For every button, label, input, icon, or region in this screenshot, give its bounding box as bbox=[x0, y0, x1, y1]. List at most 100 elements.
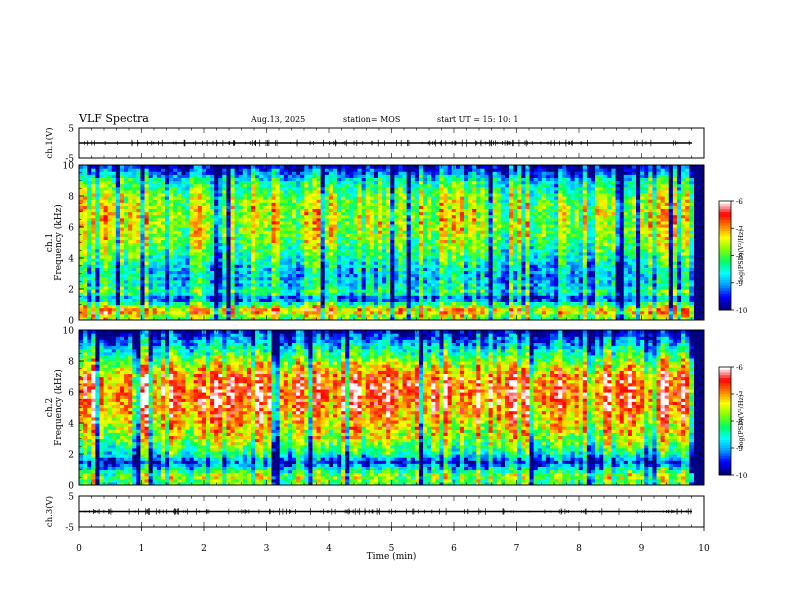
ch1-spectrogram-cell bbox=[238, 233, 244, 237]
ch1-spectrogram-cell bbox=[328, 273, 334, 278]
ch1-spectrogram-cell bbox=[140, 174, 146, 178]
ch1-spectrogram-cell bbox=[128, 223, 133, 228]
ch1-spectrogram-cell bbox=[394, 168, 400, 172]
ch1-spectrogram-cell bbox=[99, 192, 105, 197]
ch1-spectrogram-cell bbox=[275, 236, 281, 240]
ch1-spectrogram-cell bbox=[418, 298, 424, 302]
ch1-spectrogram-cell bbox=[210, 205, 215, 209]
ch1-spectrogram-cell bbox=[439, 189, 445, 194]
ch1-spectrogram-cell bbox=[132, 313, 137, 318]
ch1-spectrogram-cell bbox=[226, 248, 232, 253]
ch1-spectrogram-cell bbox=[402, 205, 408, 209]
ch1-spectrogram-cell bbox=[341, 245, 346, 250]
ch1-spectrogram-cell bbox=[410, 279, 416, 284]
ch1-spectrogram-cell bbox=[291, 307, 297, 312]
ch1-spectrogram-cell bbox=[193, 264, 199, 268]
ch1-spectrogram-cell bbox=[124, 174, 129, 178]
ch1-spectrogram-cell bbox=[205, 316, 211, 320]
ch1-spectrogram-cell bbox=[79, 316, 84, 320]
ch1-spectrogram-cell bbox=[369, 199, 375, 203]
ch1-spectrogram-cell bbox=[279, 295, 285, 299]
ch1-spectrogram-cell bbox=[263, 289, 269, 293]
ch1-spectrogram-cell bbox=[476, 230, 481, 234]
ch1-spectrogram-cell bbox=[87, 239, 92, 244]
ch1-spectrogram-cell bbox=[345, 258, 350, 262]
ch1-spectrogram-cell bbox=[382, 307, 387, 312]
ch1-spectrogram-cell bbox=[226, 189, 232, 194]
ch1-spectrogram-cell bbox=[107, 273, 113, 278]
ch1-spectrogram-cell bbox=[308, 217, 314, 222]
ch1-spectrogram-cell bbox=[242, 189, 248, 194]
ch1-spectrogram-cell bbox=[443, 316, 449, 320]
ch1-spectrogram-cell bbox=[271, 261, 277, 265]
ch1-spectrogram-cell bbox=[353, 298, 359, 302]
ch1-spectrogram-cell bbox=[165, 180, 170, 185]
ch1-spectrogram-cell bbox=[373, 251, 379, 256]
ch1-spectrogram-cell bbox=[447, 273, 453, 278]
ch1-spectrogram-cell bbox=[435, 180, 441, 185]
ch1-spectrogram-cell bbox=[398, 205, 404, 209]
ch1-spectrogram-cell bbox=[201, 254, 207, 259]
ch1-spectrogram-cell bbox=[287, 273, 293, 278]
ch1-spectrogram-cell bbox=[201, 248, 207, 253]
ch1-spectrogram-cell bbox=[431, 205, 436, 209]
ch1-spectrogram-cell bbox=[136, 258, 142, 262]
ch1-spectrogram-cell bbox=[275, 248, 281, 253]
ch1-spectrogram-cell bbox=[341, 313, 346, 318]
ch1-spectrogram-cell bbox=[119, 264, 125, 268]
ch1-spectrogram-cell bbox=[324, 196, 330, 200]
ch1-spectrogram-cell bbox=[320, 307, 326, 312]
ch1-spectrogram-cell bbox=[316, 310, 322, 315]
ch1-spectrogram-cell bbox=[107, 233, 113, 237]
ch1-spectrogram-cell bbox=[267, 171, 273, 175]
ch1-spectrogram-cell bbox=[144, 220, 150, 225]
ch1-spectrogram-cell bbox=[373, 258, 379, 262]
ch1-spectrogram-cell bbox=[111, 298, 117, 302]
ch1-spectrogram-cell bbox=[337, 174, 342, 178]
ch1-spectrogram-cell bbox=[398, 279, 404, 284]
ch1-spectrogram-cell bbox=[119, 168, 125, 172]
ch1-spectrogram-cell bbox=[263, 189, 269, 194]
ch1-spectrogram-cell bbox=[472, 189, 477, 194]
ch1-spectrogram-cell bbox=[242, 304, 248, 309]
ch1-spectrogram-cell bbox=[304, 307, 309, 312]
ch1-spectrogram-cell bbox=[165, 276, 170, 281]
ch1-spectrogram-cell bbox=[83, 177, 88, 182]
ch1-spectrogram-cell bbox=[414, 289, 420, 293]
ch1-spectrogram-cell bbox=[398, 298, 404, 302]
ch1-spectrogram-cell bbox=[431, 220, 436, 225]
ch1-spectrogram-cell bbox=[189, 177, 195, 182]
ch1-spectrogram-cell bbox=[83, 180, 88, 185]
ch1-spectrogram-cell bbox=[361, 165, 367, 169]
ch1-spectrogram-cell bbox=[410, 307, 416, 312]
ch1-spectrogram-cell bbox=[242, 245, 248, 250]
ch1-spectrogram-cell bbox=[263, 192, 269, 197]
ch1-spectrogram-cell bbox=[304, 233, 309, 237]
ch1-spectrogram-cell bbox=[472, 289, 477, 293]
ch1-spectrogram-cell bbox=[312, 301, 318, 306]
ch1-spectrogram-cell bbox=[185, 282, 191, 287]
ch1-spectrogram-cell bbox=[361, 208, 367, 213]
ch1-spectrogram-cell bbox=[205, 254, 211, 259]
ch1-spectrogram-cell bbox=[394, 298, 400, 302]
ch1-spectrogram-cell bbox=[214, 285, 219, 290]
ch1-spectrogram-cell bbox=[414, 177, 420, 182]
ch1-spectrogram-cell bbox=[95, 236, 101, 240]
ch1-spectrogram-cell bbox=[484, 217, 490, 222]
ch1-spectrogram-cell bbox=[267, 279, 273, 284]
ch1-spectrogram-cell bbox=[398, 211, 404, 216]
ch1-spectrogram-cell bbox=[226, 236, 232, 240]
ch1-spectrogram-cell bbox=[103, 261, 109, 265]
ch1-spectrogram-cell bbox=[332, 248, 338, 253]
ch1-spectrogram-cell bbox=[332, 289, 338, 293]
ch1-spectrogram-cell bbox=[402, 180, 408, 185]
ch1-spectrogram-cell bbox=[296, 295, 301, 299]
ch1-spectrogram-cell bbox=[197, 227, 203, 231]
ch1-spectrogram-cell bbox=[291, 313, 297, 318]
ch1-spectrogram-cell bbox=[181, 251, 187, 256]
ch1-spectrogram-cell bbox=[87, 270, 92, 275]
ch1-spectrogram-cell bbox=[251, 196, 256, 200]
ch1-spectrogram-cell bbox=[136, 230, 142, 234]
ch1-spectrogram-cell bbox=[386, 236, 391, 240]
ch1-spectrogram-cell bbox=[439, 307, 445, 312]
